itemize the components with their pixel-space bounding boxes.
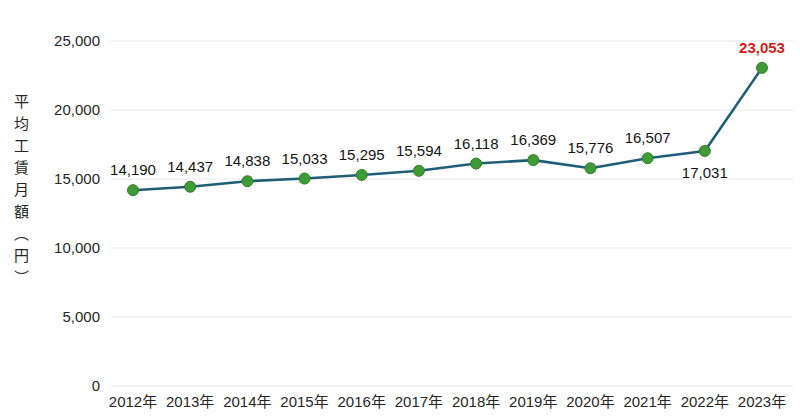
data-point — [471, 158, 482, 169]
data-label: 15,776 — [568, 139, 614, 156]
x-axis-label: 2012年 — [109, 393, 157, 410]
x-axis-label: 2015年 — [280, 393, 328, 410]
y-tick-label: 20,000 — [54, 101, 100, 118]
data-label: 16,118 — [454, 135, 499, 152]
x-axis-label: 2019年 — [509, 393, 557, 410]
line-chart-plot: 0 5,000 10,000 15,000 20,000 25,000 2012年 2013年… — [0, 0, 800, 418]
chart-container: 平均工賃月額（円） 05,00010,00015,00020,00025,000… — [0, 0, 800, 418]
data-point — [128, 185, 139, 196]
data-label: 16,369 — [510, 131, 556, 148]
data-point — [699, 145, 710, 156]
x-axis-label: 2013年 — [166, 393, 214, 410]
x-axis-label: 2023年 — [738, 393, 786, 410]
highlighted-data-label: 23,053 — [739, 39, 785, 56]
data-label: 17,031 — [682, 164, 728, 181]
data-label: 14,190 — [110, 161, 156, 178]
data-label: 15,594 — [396, 142, 442, 159]
data-point — [642, 153, 653, 164]
x-axis-label: 2020年 — [566, 393, 614, 410]
y-tick-label: 15,000 — [54, 170, 100, 187]
y-tick-label: 25,000 — [54, 32, 100, 49]
data-point — [356, 169, 367, 180]
data-label: 14,838 — [224, 152, 270, 169]
data-point — [185, 181, 196, 192]
data-point — [413, 165, 424, 176]
data-point — [299, 173, 310, 184]
x-axis-label: 2021年 — [623, 393, 671, 410]
y-tick-label: 5,000 — [62, 308, 100, 325]
data-point — [757, 62, 768, 73]
x-axis-label: 2022年 — [681, 393, 729, 410]
data-point — [242, 176, 253, 187]
data-point — [585, 163, 596, 174]
data-point — [528, 155, 539, 166]
data-label: 16,507 — [625, 129, 671, 146]
data-label: 14,437 — [167, 158, 213, 175]
x-axis-label: 2016年 — [338, 393, 386, 410]
x-axis-label: 2014年 — [223, 393, 271, 410]
data-label: 15,033 — [282, 150, 328, 167]
data-label: 15,295 — [339, 146, 385, 163]
y-tick-label: 10,000 — [54, 239, 100, 256]
x-axis-label: 2018年 — [452, 393, 500, 410]
x-axis-label: 2017年 — [395, 393, 443, 410]
y-tick-label: 0 — [92, 377, 100, 394]
